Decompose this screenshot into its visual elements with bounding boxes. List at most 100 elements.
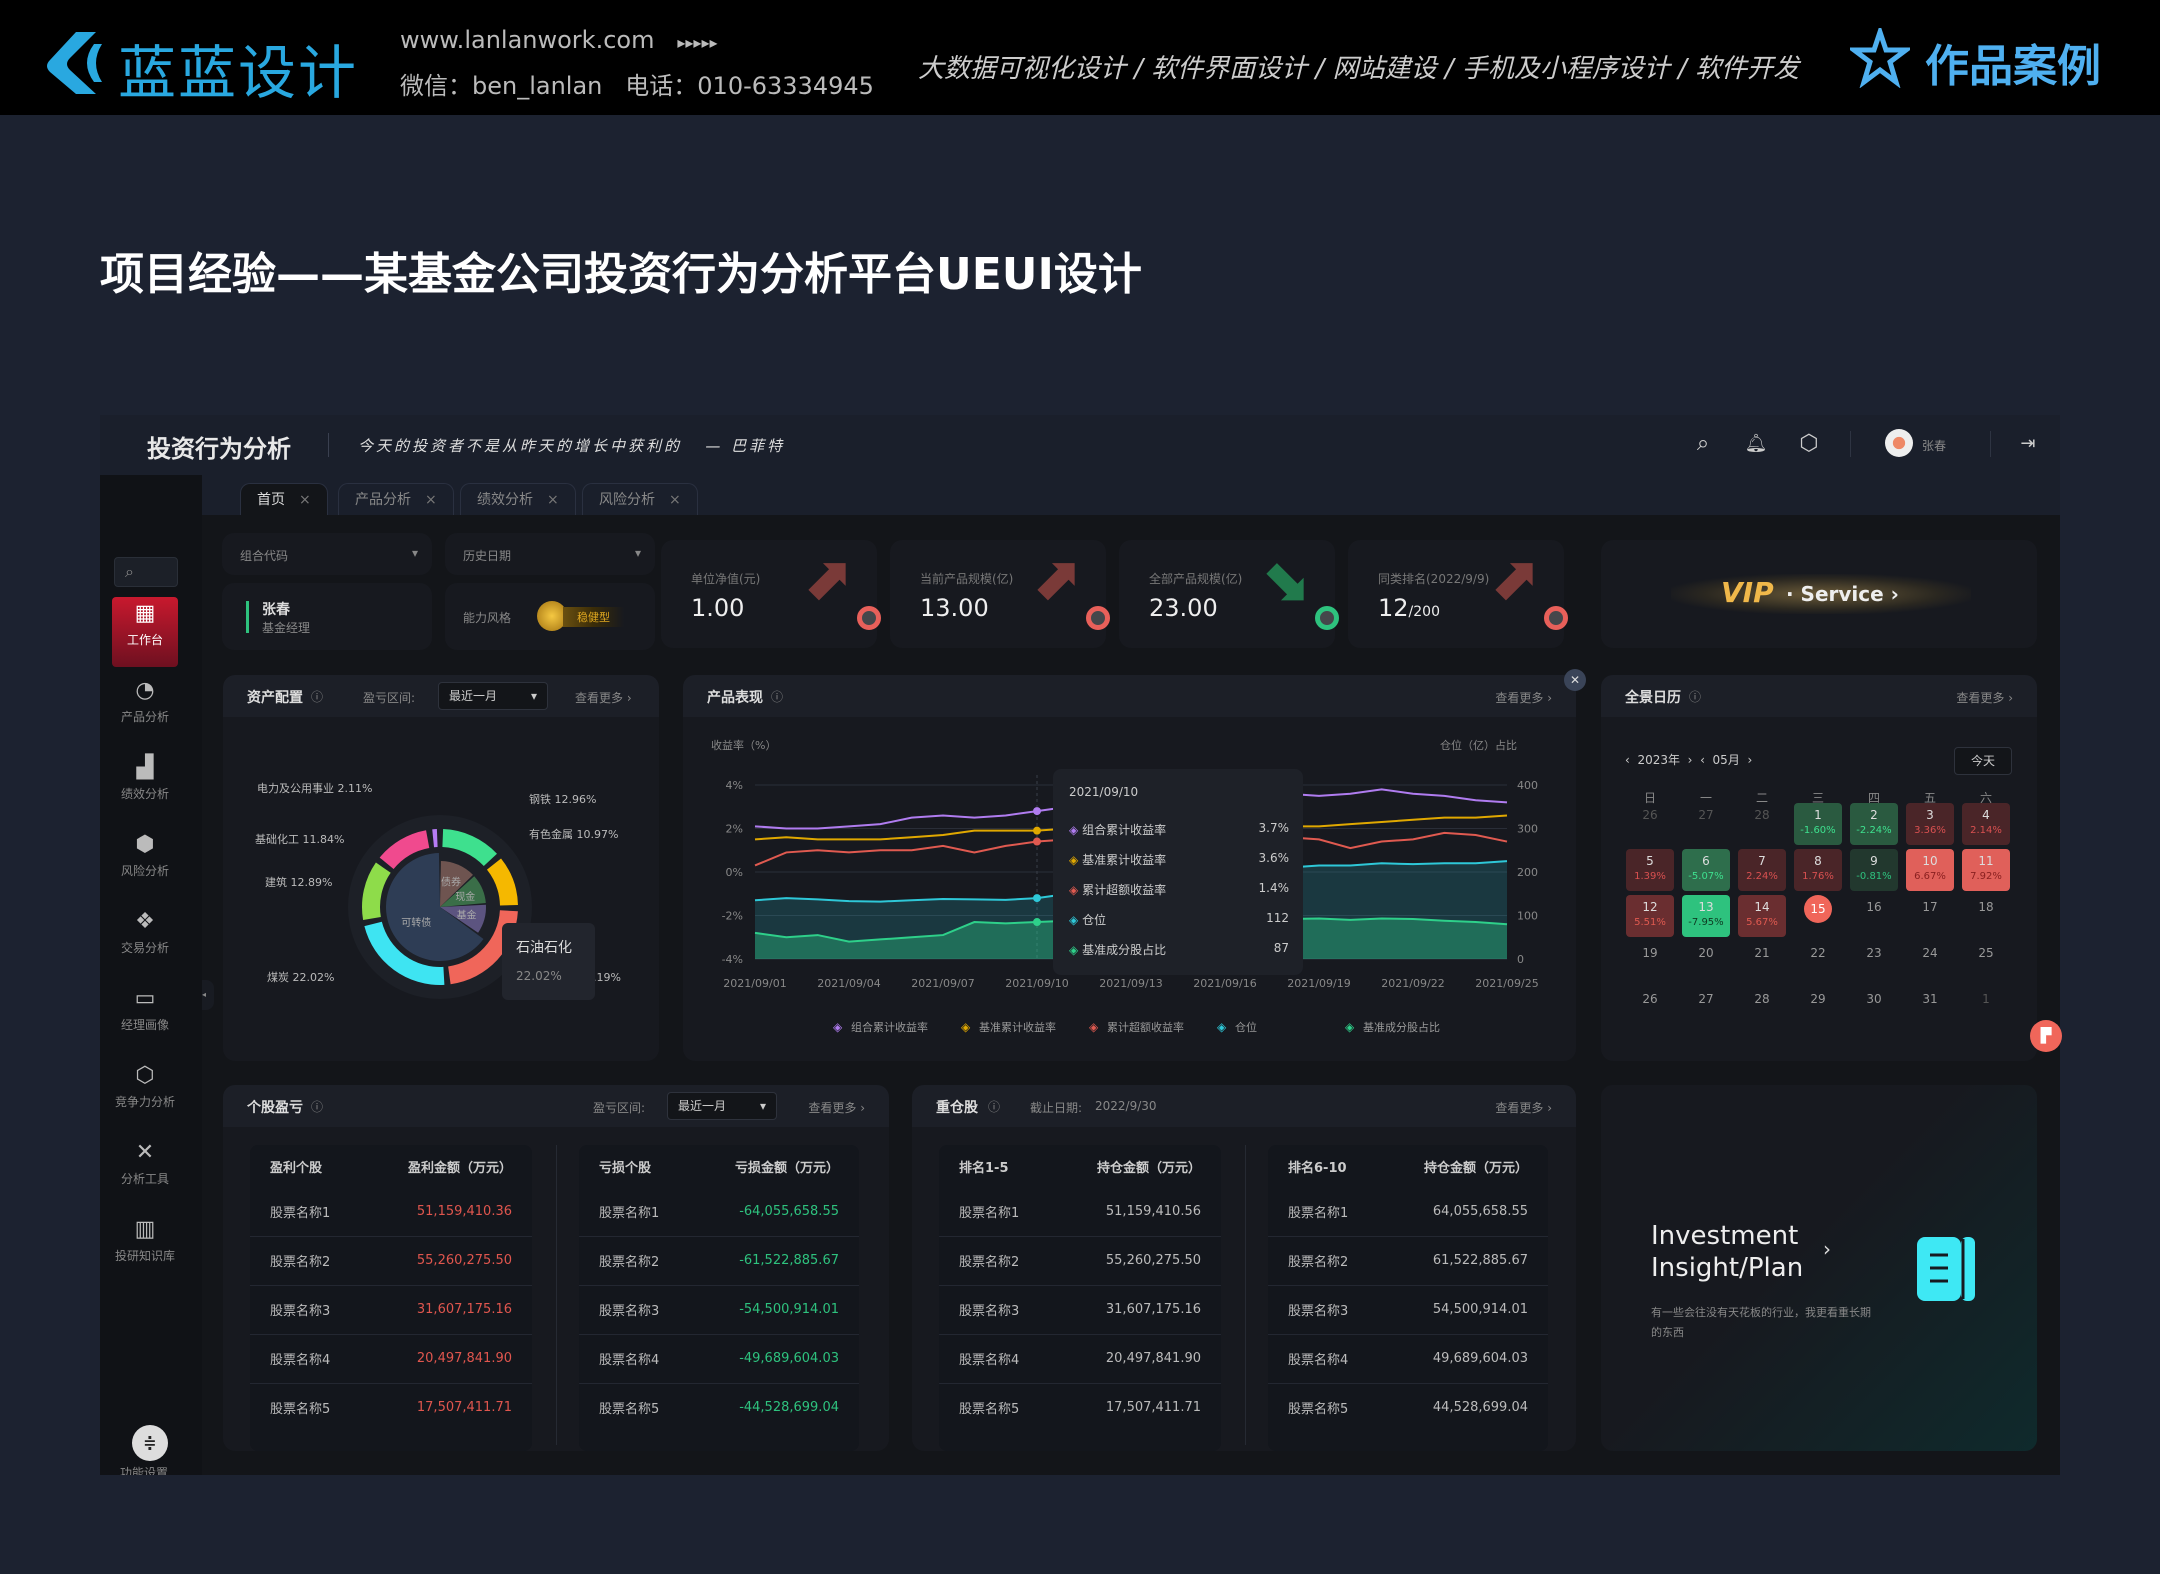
calendar-day[interactable]: 13 -7.95%: [1682, 895, 1730, 937]
tab-product-analysis[interactable]: 产品分析 ×: [338, 483, 454, 515]
table-row[interactable]: 股票名称2 55,260,275.50: [250, 1236, 532, 1286]
donut-segment[interactable]: [486, 858, 518, 906]
series-point[interactable]: [1033, 894, 1041, 903]
calendar-day[interactable]: 31: [1922, 992, 1938, 1006]
feedback-button[interactable]: ▛: [2030, 1020, 2062, 1052]
sidebar-item[interactable]: ▦ 工作台: [112, 597, 178, 667]
table-row[interactable]: 股票名称4 49,689,604.03: [1268, 1334, 1548, 1384]
calendar-day[interactable]: 21: [1754, 946, 1770, 960]
service-link[interactable]: · Service ›: [1786, 582, 1899, 606]
donut-segment[interactable]: [362, 862, 391, 921]
table-row[interactable]: 股票名称5 44,528,699.04: [1288, 1400, 1528, 1418]
series-point[interactable]: [1033, 807, 1041, 816]
calendar-day[interactable]: 16: [1866, 900, 1882, 914]
table-row[interactable]: 股票名称1 -64,055,658.55: [579, 1187, 859, 1237]
calendar-day[interactable]: 26: [1642, 992, 1658, 1006]
tab-risk-analysis[interactable]: 风险分析 ×: [582, 483, 698, 515]
pie-slice[interactable]: [440, 904, 486, 933]
help-icon[interactable]: ⓘ: [988, 1100, 1001, 1114]
table-row[interactable]: 股票名称5 17,507,411.71: [959, 1400, 1201, 1418]
bell-icon[interactable]: 🔔︎: [1744, 433, 1768, 454]
calendar-day[interactable]: 7 2.24%: [1738, 849, 1786, 891]
prev-month-button[interactable]: ‹: [1700, 753, 1705, 767]
prev-year-button[interactable]: ‹: [1625, 753, 1630, 767]
calendar-day[interactable]: 12 5.51%: [1626, 895, 1674, 937]
sidebar-item[interactable]: ⬡ 竞争力分析: [112, 1059, 178, 1129]
calendar-day[interactable]: 9 -0.81%: [1850, 849, 1898, 891]
calendar-day[interactable]: 2 -2.24%: [1850, 803, 1898, 845]
view-more-link[interactable]: 查看更多 ›: [1495, 691, 1552, 705]
close-icon[interactable]: ×: [425, 492, 437, 508]
help-icon[interactable]: ⓘ: [1689, 690, 1702, 704]
calendar-day[interactable]: 24: [1922, 946, 1938, 960]
calendar-day[interactable]: 22: [1810, 946, 1826, 960]
calendar-day[interactable]: 27: [1698, 992, 1714, 1006]
series-point[interactable]: [1033, 837, 1041, 846]
calendar-day[interactable]: 1: [1982, 992, 1990, 1006]
donut-segment[interactable]: [448, 910, 518, 985]
sidebar-item[interactable]: ◔ 产品分析: [112, 674, 178, 744]
sidebar-item[interactable]: ▟ 绩效分析: [112, 751, 178, 821]
table-row[interactable]: 股票名称4 -49,689,604.03: [579, 1334, 859, 1384]
view-more-link[interactable]: 查看更多 ›: [1956, 691, 2013, 705]
calendar-day[interactable]: 8 1.76%: [1794, 849, 1842, 891]
calendar-day[interactable]: 10 6.67%: [1906, 849, 1954, 891]
pie-slice[interactable]: [440, 876, 486, 907]
table-row[interactable]: 股票名称1 51,159,410.36: [250, 1187, 532, 1237]
search-icon[interactable]: ⌕: [1696, 431, 1710, 456]
close-icon[interactable]: ×: [669, 492, 681, 508]
table-row[interactable]: 股票名称1 64,055,658.55: [1268, 1187, 1548, 1237]
help-icon[interactable]: ⓘ: [311, 1100, 324, 1114]
donut-segment[interactable]: [364, 921, 445, 985]
series-point[interactable]: [1033, 918, 1041, 927]
help-icon[interactable]: ⓘ: [311, 690, 324, 704]
sidebar-search[interactable]: ⌕: [114, 557, 178, 587]
website-link[interactable]: www.lanlanwork.com: [400, 26, 655, 54]
settings-toggle-icon[interactable]: ≑: [132, 1425, 168, 1461]
table-row[interactable]: 股票名称1 51,159,410.56: [939, 1187, 1221, 1237]
tab-home[interactable]: 首页 ×: [240, 483, 328, 515]
sidebar-item[interactable]: ▭ 经理画像: [112, 982, 178, 1052]
history-select[interactable]: 历史日期 ▾: [445, 533, 655, 575]
calendar-day[interactable]: 25: [1978, 946, 1994, 960]
calendar-day[interactable]: 20: [1698, 946, 1714, 960]
calendar-day[interactable]: 28: [1754, 808, 1770, 822]
view-more-link[interactable]: 查看更多 ›: [808, 1101, 865, 1115]
legend-label[interactable]: 组合累计收益率: [851, 1020, 928, 1034]
calendar-day[interactable]: 15: [1794, 895, 1842, 937]
view-more-link[interactable]: 查看更多 ›: [575, 691, 632, 705]
sidebar-bottom-label[interactable]: 功能设置: [120, 1466, 169, 1475]
calendar-day[interactable]: 1 -1.60%: [1794, 803, 1842, 845]
legend-label[interactable]: 累计超额收益率: [1107, 1020, 1184, 1034]
calendar-day[interactable]: 3 3.36%: [1906, 803, 1954, 845]
close-icon[interactable]: ✕: [1564, 669, 1586, 691]
sidebar-item[interactable]: ▥ 投研知识库: [112, 1213, 178, 1283]
help-icon[interactable]: ⓘ: [771, 690, 784, 704]
calendar-day[interactable]: 26: [1642, 808, 1658, 822]
table-row[interactable]: 股票名称5 17,507,411.71: [270, 1400, 512, 1418]
website[interactable]: www.lanlanwork.com ▸▸▸▸▸: [400, 26, 718, 54]
calendar-day[interactable]: 14 5.67%: [1738, 895, 1786, 937]
legend-label[interactable]: 基准成分股占比: [1363, 1020, 1440, 1034]
close-icon[interactable]: ×: [547, 492, 559, 508]
vip-service-card[interactable]: VIP · Service ›: [1601, 540, 2037, 648]
range-select[interactable]: 最近一月 ▾: [438, 682, 548, 710]
sidebar-item[interactable]: ⬢ 风险分析: [112, 828, 178, 898]
calendar-day[interactable]: 11 7.92%: [1962, 849, 2010, 891]
calendar-day[interactable]: 19: [1642, 946, 1658, 960]
calendar-day[interactable]: 30: [1866, 992, 1882, 1006]
collapse-sidebar-handle[interactable]: ◂: [202, 980, 214, 1010]
table-row[interactable]: 股票名称3 31,607,175.16: [939, 1285, 1221, 1335]
legend-label[interactable]: 仓位: [1235, 1020, 1257, 1034]
logout-icon[interactable]: ⇥: [2020, 433, 2036, 454]
portfolio-code-select[interactable]: 组合代码 ▾: [222, 533, 432, 575]
donut-segment[interactable]: [442, 829, 497, 867]
calendar-day[interactable]: 28: [1754, 992, 1770, 1006]
calendar-day[interactable]: 29: [1810, 992, 1826, 1006]
table-row[interactable]: 股票名称3 -54,500,914.01: [579, 1285, 859, 1335]
series-point[interactable]: [1033, 826, 1041, 835]
sidebar-item[interactable]: ❖ 交易分析: [112, 905, 178, 975]
calendar-day[interactable]: 17: [1922, 900, 1938, 914]
close-icon[interactable]: ×: [299, 492, 311, 508]
table-row[interactable]: 股票名称5 -44,528,699.04: [599, 1400, 839, 1418]
